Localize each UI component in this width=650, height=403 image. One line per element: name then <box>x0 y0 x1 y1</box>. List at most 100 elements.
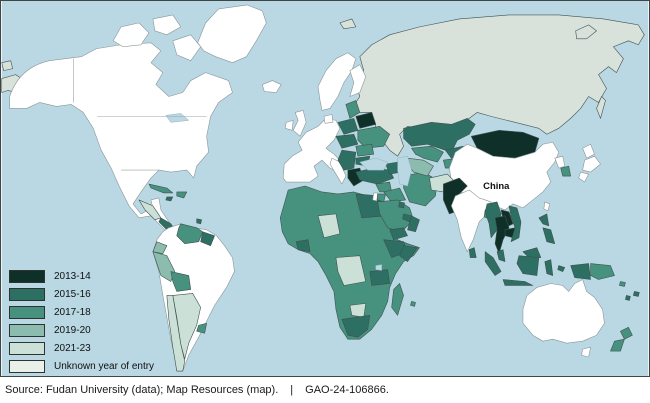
region-russia <box>351 14 645 157</box>
region-trinidad <box>196 218 202 225</box>
legend-label-unknown: Unknown year of entry <box>54 361 155 372</box>
region-western-europe <box>282 118 343 183</box>
legend-row-unknown: Unknown year of entry <box>9 360 154 373</box>
region-west-papua <box>570 263 591 280</box>
region-scandinavia <box>317 52 357 111</box>
region-baffin-island <box>172 34 201 61</box>
region-uruguay <box>196 322 207 334</box>
region-cuba <box>148 183 174 194</box>
region-russia-wrap-west2 <box>1 60 13 71</box>
legend-swatch-2019-20 <box>9 324 45 337</box>
region-ireland <box>284 120 294 131</box>
region-novaya-zemlya <box>575 24 597 40</box>
region-japan-hokkaido <box>582 143 595 159</box>
region-java <box>502 279 534 286</box>
region-guyana-suriname <box>200 231 215 246</box>
source-text: Source: Fudan University (data); Map Res… <box>5 384 279 396</box>
black-sea <box>359 157 388 171</box>
region-somalia <box>399 245 418 262</box>
region-solomon-islands <box>619 281 626 287</box>
region-ecuador <box>152 241 168 254</box>
region-new-zealand-south <box>610 338 625 352</box>
region-balkans <box>337 149 357 171</box>
china-label: China <box>483 181 510 192</box>
region-madagascar <box>391 283 404 316</box>
region-vietnam <box>508 205 522 243</box>
lake-victoria <box>375 264 382 271</box>
region-fiji <box>633 291 640 297</box>
source-separator: | <box>290 384 294 396</box>
legend-label-2021-23: 2021-23 <box>54 343 91 354</box>
region-hispaniola <box>176 191 188 199</box>
great-lakes <box>165 113 189 123</box>
region-north-america <box>9 42 233 237</box>
source-line: Source: Fudan University (data); Map Res… <box>0 377 650 403</box>
region-botswana <box>349 303 367 318</box>
legend-label-2017-18: 2017-18 <box>54 307 91 318</box>
region-taiwan <box>543 201 551 212</box>
region-arctic-island-1 <box>112 22 150 48</box>
region-south-africa <box>341 315 371 338</box>
map-legend: 2013-14 2015-16 2017-18 2019-20 2021-23 … <box>9 265 154 373</box>
region-central-europe <box>335 133 359 149</box>
region-oman <box>407 215 420 233</box>
region-kazakhstan <box>403 118 476 153</box>
region-saudi-arabia <box>377 199 414 233</box>
region-baltics <box>345 100 361 119</box>
region-sulawesi <box>544 259 554 276</box>
region-belarus <box>355 112 377 129</box>
region-india <box>451 189 492 252</box>
legend-row-2013-14: 2013-14 <box>9 270 154 283</box>
region-sri-lanka <box>468 247 477 258</box>
legend-row-2021-23: 2021-23 <box>9 342 154 355</box>
region-papua-new-guinea <box>590 263 615 280</box>
region-cote-divoire-ghana <box>295 239 311 252</box>
region-japan-kyushu <box>578 171 589 183</box>
region-tanzania <box>369 269 390 286</box>
world-map-frame: China 2013-14 2015-16 2017-18 2019-20 20… <box>0 0 650 377</box>
region-niger <box>317 213 341 239</box>
region-chile <box>166 295 186 372</box>
region-arctic-island-2 <box>152 14 182 36</box>
region-iceland <box>262 80 282 93</box>
region-svalbard <box>339 18 357 30</box>
region-australia <box>522 279 605 344</box>
region-sumatra <box>484 251 502 276</box>
region-malaysia-peninsula <box>496 249 506 262</box>
region-israel <box>372 192 379 202</box>
legend-row-2015-16: 2015-16 <box>9 288 154 301</box>
region-sakhalin <box>596 96 606 119</box>
world-map: China <box>1 1 649 376</box>
legend-swatch-2013-14 <box>9 270 45 283</box>
region-dr-congo <box>335 255 367 286</box>
region-denmark <box>323 114 334 124</box>
region-thailand <box>494 215 510 254</box>
region-japan-honshu <box>582 155 601 173</box>
region-maluku <box>557 265 566 272</box>
region-mauritius <box>410 301 416 307</box>
legend-swatch-2015-16 <box>9 288 45 301</box>
report-number: GAO-24-106866. <box>305 384 389 396</box>
legend-label-2019-20: 2019-20 <box>54 325 91 336</box>
region-malaysia-borneo <box>522 247 542 258</box>
legend-swatch-unknown <box>9 360 45 373</box>
region-tasmania <box>581 346 591 358</box>
region-finland <box>349 64 367 97</box>
region-united-kingdom <box>292 110 307 137</box>
region-new-zealand-north <box>620 326 633 340</box>
region-philippines-mindanao <box>542 227 556 245</box>
region-jamaica <box>165 196 174 202</box>
legend-label-2013-14: 2013-14 <box>54 271 91 282</box>
region-ukraine <box>357 126 390 149</box>
region-greenland <box>197 4 267 63</box>
region-philippines-luzon <box>538 213 550 227</box>
region-vanuatu <box>625 295 631 301</box>
region-central-america <box>138 199 162 221</box>
region-north-korea <box>554 155 566 169</box>
region-yemen <box>389 227 408 241</box>
region-bolivia <box>170 271 192 292</box>
region-south-korea <box>560 165 571 177</box>
region-kuwait <box>398 201 405 209</box>
caspian-sea <box>397 155 412 187</box>
